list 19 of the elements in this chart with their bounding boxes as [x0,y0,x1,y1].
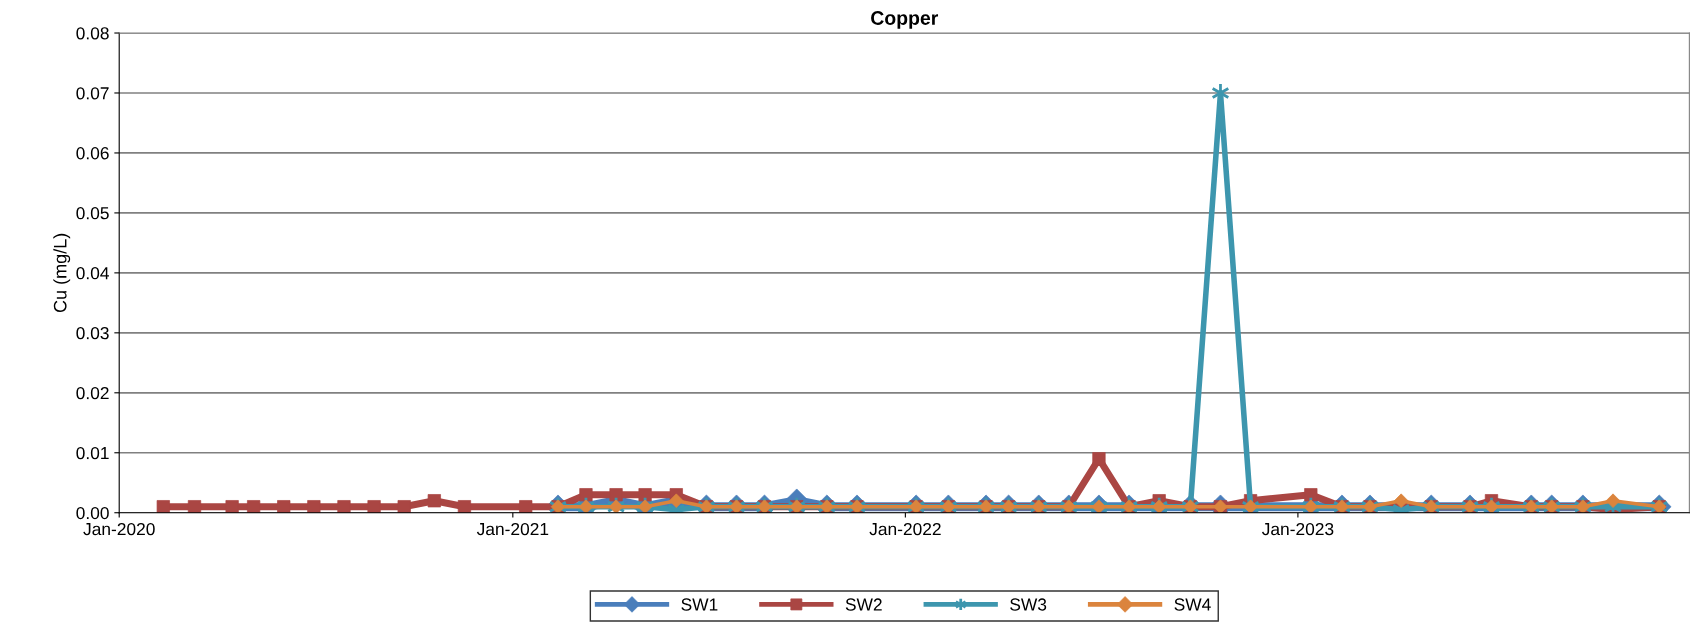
y-tick-label: 0.03 [76,327,109,340]
chart-title: Copper [871,11,939,29]
y-tick-label: 0.08 [76,27,109,40]
y-tick-label: 0.04 [76,267,109,280]
x-tick-label: Jan-2023 [1261,522,1334,536]
x-tick-label: Jan-2022 [869,522,941,536]
y-tick-label: 0.01 [76,446,109,460]
x-tick-label: Jan-2021 [476,522,549,536]
legend-label: SW4 [1174,598,1211,611]
y-tick-label: 0.05 [76,207,109,220]
y-tick-label: 0.07 [76,87,109,100]
legend-label: SW2 [845,598,882,611]
legend-label: SW3 [1010,598,1047,611]
y-tick-label: 0.06 [76,147,109,160]
y-axis-title: Cu (mg/L) [53,233,71,313]
legend-label: SW1 [681,598,718,611]
y-tick-label: 0.02 [76,386,109,400]
x-tick-label: Jan-2020 [83,522,155,536]
y-tick-label: 0.00 [76,506,109,520]
